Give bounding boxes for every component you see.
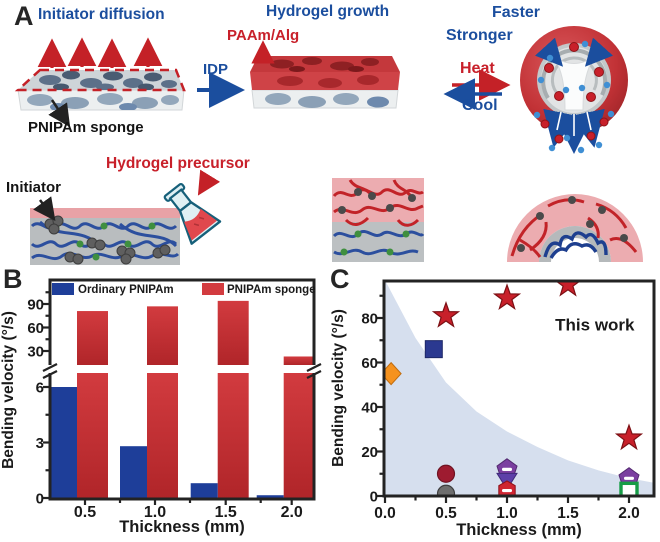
faster-label: Faster xyxy=(492,4,541,21)
marker-diamond xyxy=(385,361,402,386)
cool-label: Cool xyxy=(462,97,498,114)
precursor-pointer-arrow xyxy=(197,169,221,196)
y-axis-title: Bending velocity (°/s) xyxy=(330,309,347,467)
steam-funnel xyxy=(553,55,595,111)
rolled-tube xyxy=(520,26,628,154)
panel-c-label: C xyxy=(330,264,350,294)
marker-star xyxy=(431,300,461,328)
bar-ordinary xyxy=(50,387,77,499)
tick-label: 60 xyxy=(27,320,44,337)
bar-sponge-lower xyxy=(77,373,108,499)
bar-sponge-upper xyxy=(147,306,178,365)
bar-ordinary xyxy=(256,495,284,499)
x-tick-label: 1.0 xyxy=(496,505,518,522)
x-tick-label: 1.0 xyxy=(144,504,166,521)
sponge-pointer-arrow xyxy=(48,99,71,128)
tick-label: 40 xyxy=(361,400,378,417)
heat-label: Heat xyxy=(460,60,495,77)
diffusion-arrows xyxy=(37,37,163,68)
shaded-region xyxy=(385,282,653,496)
x-tick-label: 0.5 xyxy=(435,505,457,522)
ticks xyxy=(377,294,631,503)
bar-ordinary xyxy=(190,483,218,499)
x-tick-label: 2.0 xyxy=(618,505,640,522)
legend-swatch-ordinary xyxy=(52,283,74,295)
initiator-pointer-arrow xyxy=(33,196,56,222)
bilayer-network-slab xyxy=(332,178,425,262)
marker-half-circle xyxy=(436,484,456,498)
x-tick-label: 2.0 xyxy=(281,504,303,521)
legend-label-ordinary: Ordinary PNIPAm xyxy=(78,284,174,296)
precursor-flask xyxy=(163,182,222,245)
marker-star xyxy=(556,282,580,297)
paam-alg-label: PAAm/Alg xyxy=(227,27,300,44)
panel-a-label: A xyxy=(14,1,34,31)
bar-chart-bending-velocity: 30 60 90 0 3 6 0.5 1.0 1.5 2.0 Ordinary PNIPAm PNIP… xyxy=(0,278,322,536)
tick-label: 80 xyxy=(361,311,378,328)
step1-title: Initiator diffusion xyxy=(38,6,165,23)
scatter-chart-literature-comparison: This work 0 20 40 60 80 0.0 0.5 1.0 1.5 2.0 Thickne… xyxy=(330,279,656,539)
tick-label: 0 xyxy=(36,491,44,508)
x-tick-label: 1.5 xyxy=(215,504,237,521)
step2-title: Hydrogel growth xyxy=(266,3,390,20)
tick-label: 0 xyxy=(370,489,378,506)
tick-label: 3 xyxy=(36,435,44,452)
plot-area xyxy=(385,282,653,498)
bent-arch-actuator xyxy=(507,194,643,262)
tick-label: 90 xyxy=(27,297,44,314)
ticks xyxy=(43,291,293,505)
tick-label: 20 xyxy=(361,444,378,461)
marker-square xyxy=(424,340,443,359)
panel-b-label: B xyxy=(3,264,23,294)
pnipam-sponge-label: PNIPAm sponge xyxy=(28,119,144,136)
bar-sponge-lower xyxy=(217,373,249,499)
axis-break-marks xyxy=(42,363,322,379)
this-work-annotation: This work xyxy=(555,316,635,335)
x-axis-title: Thickness (mm) xyxy=(456,521,582,539)
panel-a-illustration xyxy=(14,26,643,265)
bar-sponge-lower xyxy=(283,373,315,499)
bar-ordinary xyxy=(120,446,147,499)
tick-label: 6 xyxy=(36,380,44,397)
stronger-label: Stronger xyxy=(446,27,513,44)
bar-sponge-upper xyxy=(77,311,108,365)
x-axis-title: Thickness (mm) xyxy=(119,518,245,536)
bar-sponge-lower xyxy=(147,373,178,499)
y-axis-title: Bending velocity (°/s) xyxy=(0,311,17,469)
initiator-dashed-outline xyxy=(14,68,186,92)
bilayer-slab xyxy=(250,40,400,109)
axis-frame xyxy=(382,279,656,498)
axis-frame xyxy=(48,278,316,501)
x-tick-label: 0.5 xyxy=(74,504,96,521)
legend-label-sponge: PNIPAm sponge xyxy=(227,284,316,296)
tick-label: 60 xyxy=(361,355,378,372)
tick-label: 30 xyxy=(27,344,44,361)
initiator-beads xyxy=(44,215,171,265)
marker-open-square xyxy=(619,481,639,498)
hydrogel-precursor-label: Hydrogel precursor xyxy=(106,155,250,172)
legend-swatch-sponge xyxy=(202,283,224,295)
marker-star xyxy=(614,423,644,451)
pnipam-sponge-slab xyxy=(14,37,186,128)
x-tick-label: 0.0 xyxy=(374,505,396,522)
bar-sponge-upper xyxy=(217,300,249,365)
marker-star xyxy=(492,283,522,310)
idp-label: IDP xyxy=(203,61,229,78)
initiator-label: Initiator xyxy=(6,179,61,196)
bar-sponge-upper xyxy=(283,356,315,365)
x-tick-label: 1.5 xyxy=(557,505,579,522)
marker-circle xyxy=(436,464,456,483)
initiator-network-slab xyxy=(30,196,180,265)
